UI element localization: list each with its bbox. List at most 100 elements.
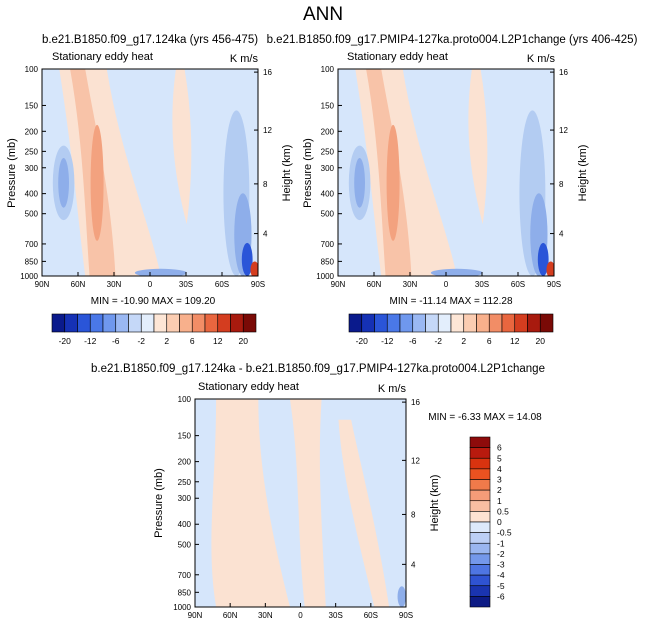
xtick-label: 90S (251, 280, 265, 289)
xtick-label: 0 (148, 280, 153, 289)
colorbar-1: -20 -12 -6 -2 2 6 12 20 (51, 313, 257, 346)
warm-band-south (338, 419, 390, 607)
colorbar-swatch (128, 313, 142, 333)
ytick-label: 250 (321, 147, 335, 156)
xtick-label: 60N (71, 280, 86, 289)
colorbar-label: 20 (239, 336, 249, 346)
colorbar-swatch (204, 313, 219, 333)
ytick-label: 500 (25, 210, 39, 219)
colorbar-label: 0.5 (497, 506, 509, 516)
ytick-label: 500 (178, 540, 192, 549)
ytick-label: 850 (178, 588, 192, 597)
colorbar-swatch (469, 532, 491, 544)
panel-2-run-title: b.e21.B1850.f09_g17.PMIP4-127ka.proto004… (267, 34, 638, 46)
colorbar-swatch (64, 313, 78, 333)
panel-3-stats: MIN = -6.33 MAX = 14.08 (428, 412, 542, 423)
colorbar-swatch (469, 457, 491, 470)
warm-maximum (90, 124, 104, 241)
colorbar-label: -12 (381, 336, 394, 346)
colorbar-swatch (166, 313, 180, 333)
ytick-label: 1000 (316, 272, 334, 281)
colorbar-label: -20 (356, 336, 369, 346)
ytick-right-label: 16 (263, 68, 272, 77)
xtick-label: 0 (444, 280, 449, 289)
colorbar-label: 3 (497, 475, 502, 485)
colorbar-swatch (469, 585, 491, 597)
ytick-right-label: 8 (411, 510, 416, 519)
colorbar-swatch (476, 313, 490, 333)
colorbar-swatch (469, 542, 491, 555)
panel-3-left-label: Stationary eddy heat (198, 381, 299, 393)
panel-3-run-title: b.e21.B1850.f09_g17.124ka - b.e21.B1850.… (91, 363, 545, 375)
colorbar-swatch (469, 468, 491, 480)
xtick-label: 60N (223, 611, 238, 620)
ytick-label: 300 (321, 164, 335, 173)
ytick-label: 700 (178, 571, 192, 580)
ytick-label: 700 (25, 240, 39, 249)
panel-2-plot-area: 100 150 200 250 300 400 500 700 850 1000 16 12 8 4 90N… (316, 65, 568, 289)
colorbar-label: 2 (497, 485, 502, 495)
surface-cool-patch (430, 268, 483, 276)
ytick-label: 250 (25, 147, 39, 156)
ytick-right-label: 4 (411, 560, 416, 569)
warm-maximum (386, 124, 400, 241)
warm-southern-band (468, 69, 488, 225)
panel-2-left-label: Stationary eddy heat (347, 51, 448, 63)
colorbar-swatch (469, 500, 491, 512)
panel-1-units-label: K m/s (230, 53, 259, 65)
ytick-label: 400 (178, 520, 192, 529)
ytick-label: 300 (25, 164, 39, 173)
colorbar-label: -20 (59, 336, 72, 346)
xtick-label: 60S (215, 280, 229, 289)
colorbar-swatch (501, 313, 516, 333)
colorbar-swatch (469, 479, 491, 491)
ytick-label: 850 (321, 257, 335, 266)
xtick-label: 90N (35, 280, 50, 289)
colorbar-swatch (469, 489, 491, 502)
colorbar-label: -2 (434, 336, 442, 346)
colorbar-swatch (469, 511, 491, 523)
cool-core-north (354, 158, 365, 208)
colorbar-swatch (230, 313, 244, 333)
panel-1-ylabel-right: Height (km) (281, 145, 293, 202)
ytick-label: 200 (321, 127, 335, 136)
colorbar-swatch (469, 564, 491, 576)
figure-title: ANN (303, 4, 343, 25)
colorbar-label: -0.5 (497, 528, 512, 538)
colorbar-swatch (217, 313, 231, 333)
ytick-label: 100 (321, 65, 335, 74)
colorbar-swatch (77, 313, 91, 333)
ytick-label: 700 (321, 240, 335, 249)
xtick-label: 0 (298, 611, 303, 620)
panel-1-ylabel: Pressure (mb) (6, 138, 18, 208)
warm-band-equatorial (289, 399, 326, 607)
warm-southern-band (172, 69, 192, 225)
colorbar-swatch (469, 596, 491, 608)
ytick-label: 400 (25, 190, 39, 199)
xtick-label: 90S (399, 611, 413, 620)
ytick-label: 300 (178, 494, 192, 503)
xtick-label: 90N (188, 611, 203, 620)
colorbar-swatch (386, 313, 401, 333)
panel-3-ylabel: Pressure (mb) (153, 468, 165, 538)
colorbar-label: 1 (497, 496, 502, 506)
colorbar-label: -2 (497, 549, 505, 559)
panel-1-left-label: Stationary eddy heat (52, 51, 153, 63)
colorbar-label: -5 (497, 581, 505, 591)
xtick-label: 60S (511, 280, 525, 289)
panel-3-plot-area: 100 150 200 250 300 400 500 700 850 1000 16 12 8 4 90N… (173, 395, 420, 620)
colorbar-swatch (469, 436, 491, 448)
colorbar-label: 0 (497, 517, 502, 527)
panel-3-ylabel-right: Height (km) (429, 475, 441, 532)
panel-1-stats: MIN = -10.90 MAX = 109.20 (91, 296, 216, 307)
panel-3: b.e21.B1850.f09_g17.124ka - b.e21.B1850.… (91, 363, 545, 620)
warm-region (211, 399, 290, 607)
colorbar-swatch (450, 313, 465, 333)
colorbar-label: -6 (497, 591, 505, 601)
colorbar-swatch (539, 313, 554, 333)
colorbar-label: -4 (497, 570, 505, 580)
ytick-label: 100 (178, 395, 192, 404)
xtick-label: 30S (329, 611, 343, 620)
colorbar-label: 5 (497, 453, 502, 463)
